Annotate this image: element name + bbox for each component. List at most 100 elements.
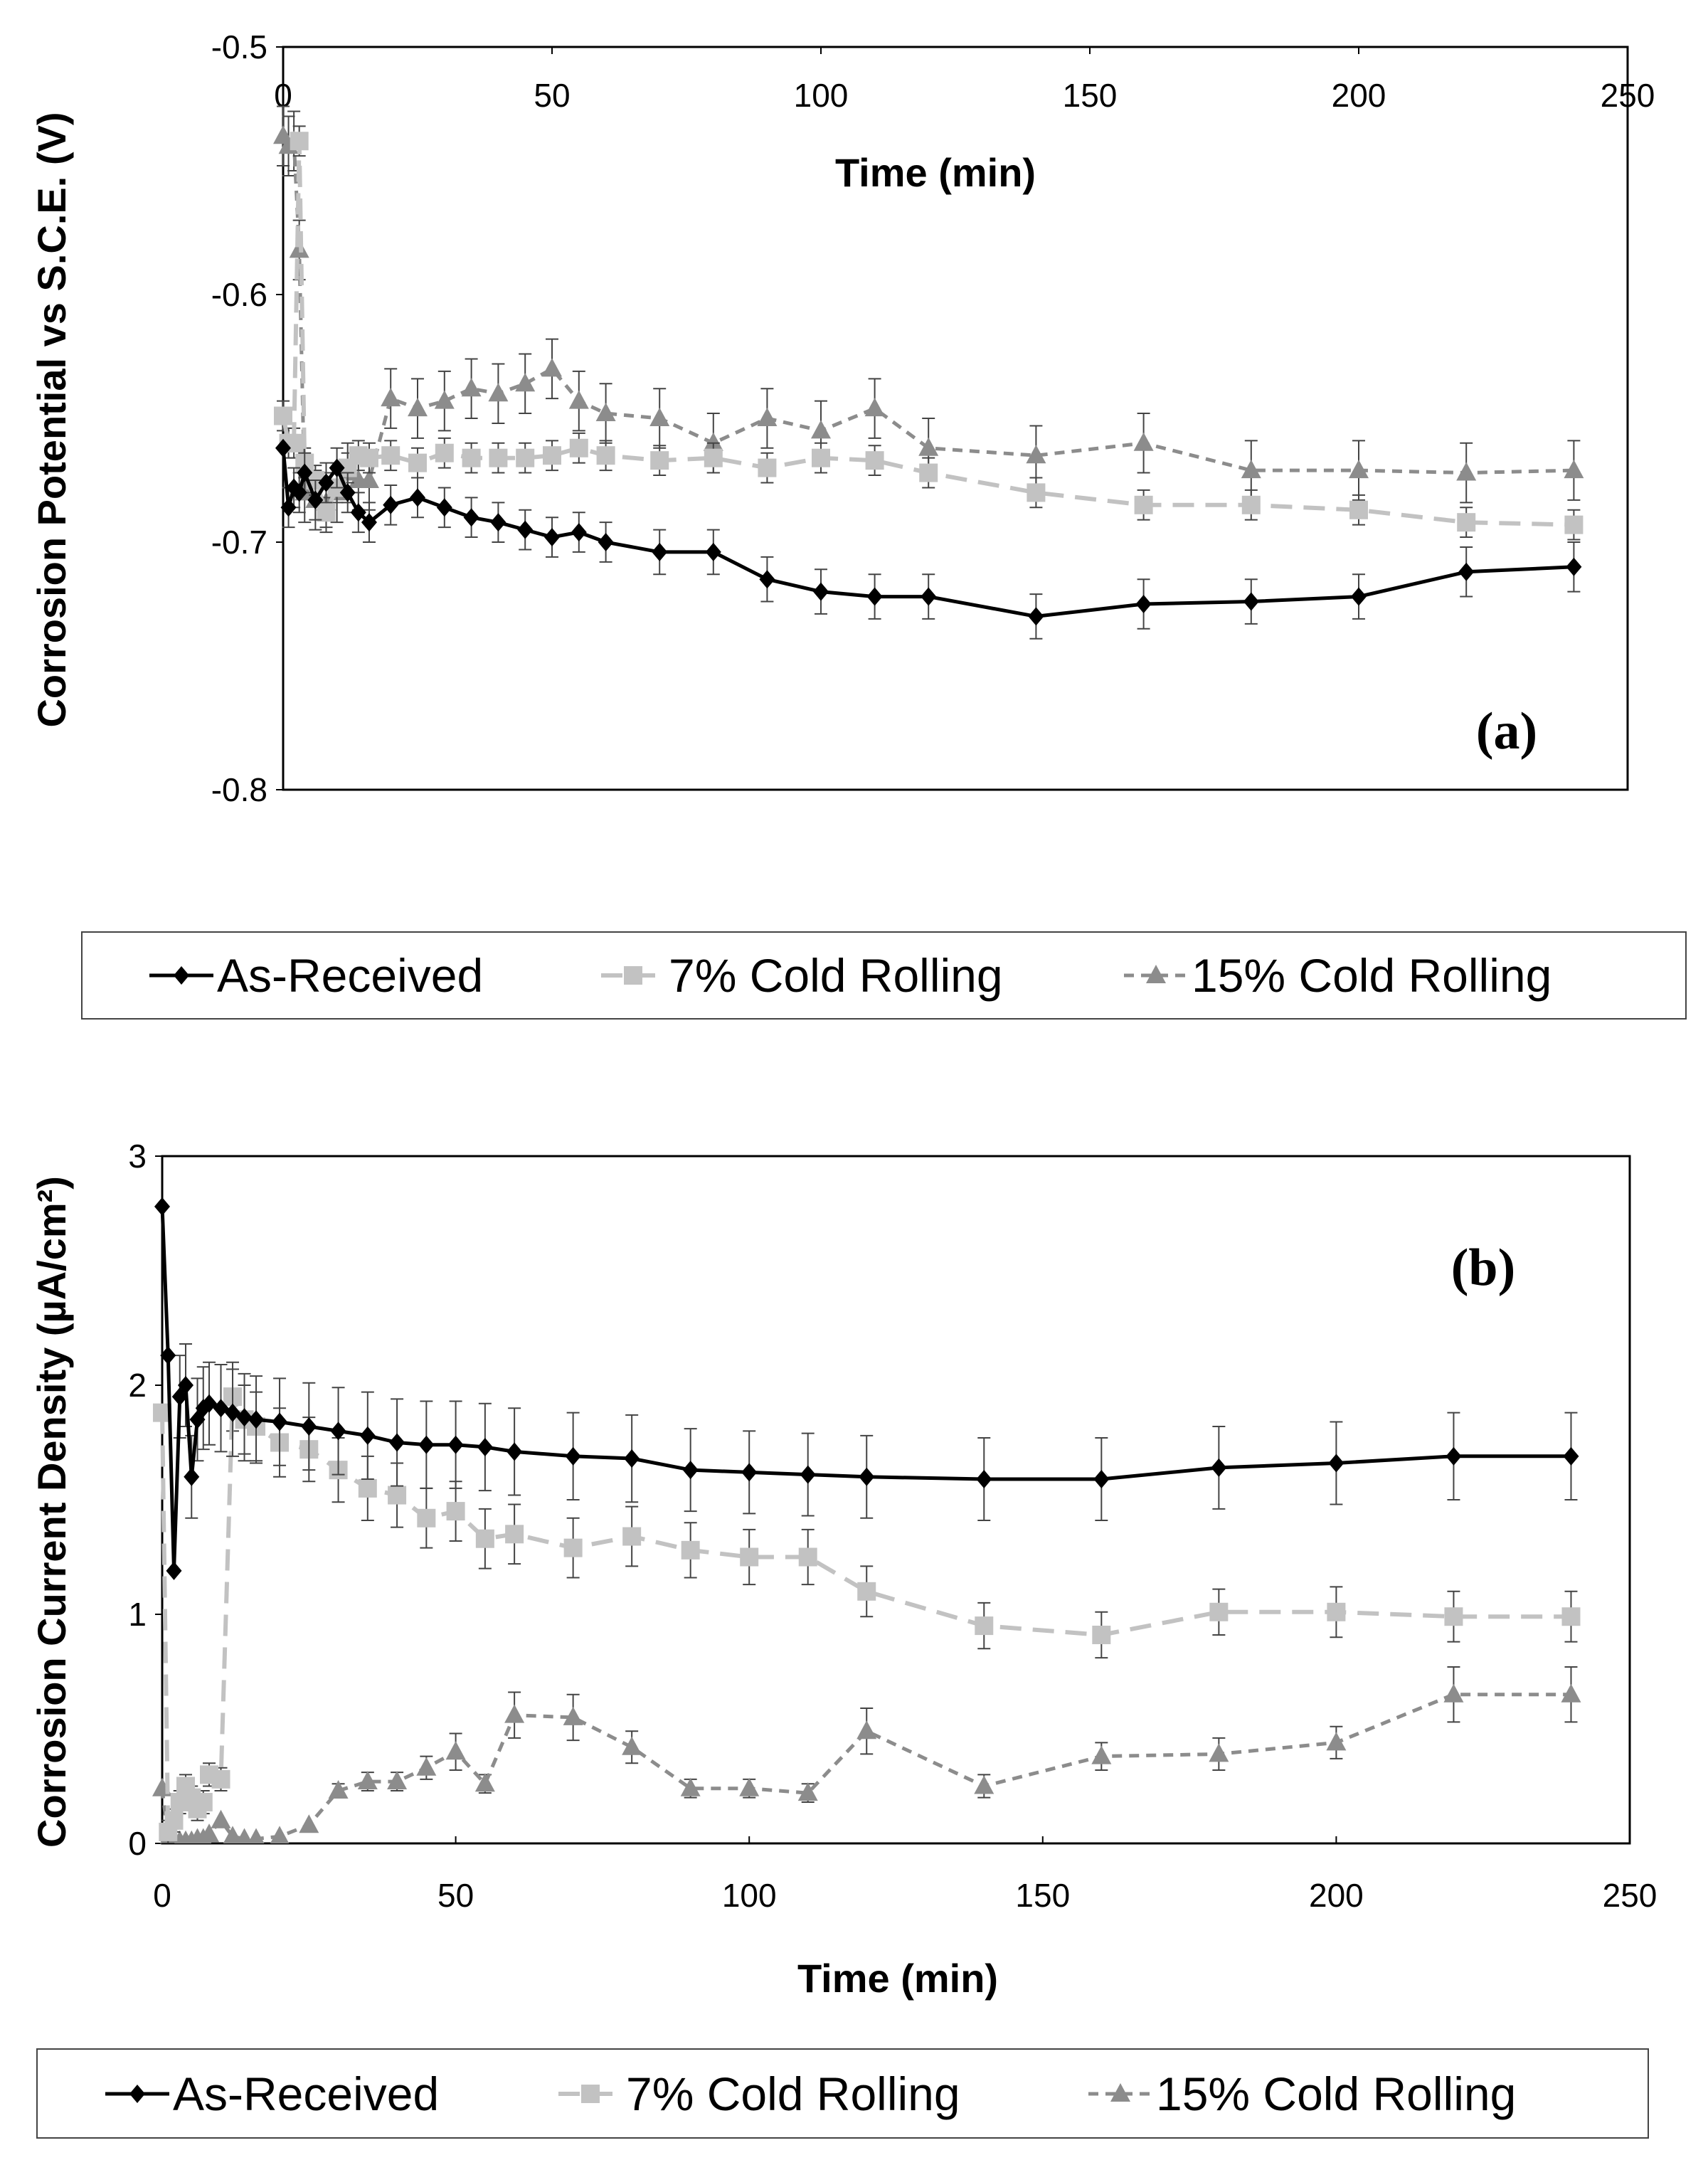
- data-point: [357, 1771, 378, 1790]
- data-point: [974, 1775, 994, 1794]
- legend-label: 7% Cold Rolling: [626, 2068, 960, 2120]
- data-point: [436, 498, 452, 517]
- data-point: [918, 437, 939, 456]
- data-point: [236, 1408, 253, 1427]
- data-point: [164, 1811, 184, 1830]
- x-tick-label: 50: [534, 77, 570, 114]
- data-point: [652, 542, 668, 561]
- data-point: [859, 1467, 875, 1486]
- data-point: [1327, 1602, 1346, 1621]
- data-point: [199, 1823, 220, 1843]
- x-tick-label: 150: [1063, 77, 1118, 114]
- legend-item-as-received: As-Received: [149, 949, 483, 1002]
- data-point: [381, 388, 401, 407]
- legend-item-15-cold-rolling: 15% Cold Rolling: [1124, 949, 1551, 1002]
- data-point: [1564, 460, 1584, 479]
- legend-label: As-Received: [173, 2068, 439, 2120]
- data-point: [417, 1508, 436, 1528]
- data-point: [624, 1449, 640, 1468]
- legend-swatch-marker: [624, 966, 642, 985]
- y-tick-label: 1: [128, 1596, 147, 1633]
- data-point: [1027, 483, 1046, 502]
- data-point: [477, 1437, 493, 1456]
- data-point: [1091, 1745, 1112, 1764]
- data-point: [758, 458, 777, 477]
- data-point: [201, 1394, 218, 1413]
- y-axis-title-a: Corrosion Potential vs S.C.E. (V): [29, 112, 74, 727]
- data-point: [864, 398, 885, 417]
- data-point: [703, 432, 723, 451]
- data-point: [741, 1463, 758, 1482]
- data-point: [328, 1779, 349, 1799]
- data-point: [223, 1826, 243, 1843]
- data-point: [563, 1706, 583, 1725]
- data-point: [759, 570, 775, 589]
- y-tick-label: 2: [128, 1367, 147, 1404]
- data-point: [463, 508, 479, 527]
- data-point: [410, 488, 425, 507]
- y-tick-label: 0: [128, 1825, 147, 1862]
- data-point: [1326, 1732, 1347, 1751]
- data-point: [389, 1433, 405, 1452]
- data-point: [517, 520, 534, 539]
- y-tick-label: -0.6: [211, 276, 267, 313]
- data-point: [446, 1502, 465, 1521]
- data-point: [571, 523, 587, 542]
- x-tick-label: 0: [153, 1877, 171, 1914]
- data-point: [866, 587, 883, 606]
- data-point: [650, 451, 669, 470]
- data-point: [544, 528, 560, 547]
- x-tick-label: 200: [1332, 77, 1386, 114]
- data-point: [408, 398, 428, 417]
- series-line: [160, 1206, 1571, 1573]
- data-point: [280, 498, 297, 517]
- legend-swatch-marker: [174, 966, 189, 985]
- data-point: [317, 503, 336, 522]
- data-point: [290, 132, 309, 151]
- data-point: [857, 1582, 876, 1601]
- data-point: [275, 438, 291, 457]
- data-point: [184, 1467, 200, 1486]
- panel-label-b: (b): [1451, 1239, 1515, 1297]
- data-point: [1351, 587, 1367, 606]
- data-point: [330, 1422, 346, 1441]
- data-point: [798, 1547, 817, 1567]
- data-point: [1446, 1446, 1462, 1466]
- legend-label: 7% Cold Rolling: [669, 949, 1003, 1002]
- data-point: [1135, 595, 1152, 613]
- x-axis-title-b: Time (min): [797, 1956, 998, 2001]
- data-point: [462, 448, 481, 467]
- data-point: [383, 495, 399, 514]
- y-tick-label: -0.8: [211, 771, 267, 808]
- x-tick-label: 150: [1015, 1877, 1070, 1914]
- legend-item-7-cold-rolling: 7% Cold Rolling: [601, 949, 1003, 1002]
- legend-item-15-cold-rolling: 15% Cold Rolling: [1088, 2068, 1516, 2120]
- data-point: [301, 1417, 317, 1436]
- data-point: [1209, 1743, 1229, 1762]
- data-point: [1563, 1446, 1579, 1466]
- series-as-received: [154, 1197, 1579, 1580]
- data-point: [1026, 445, 1046, 464]
- data-point: [1349, 460, 1369, 479]
- data-point: [475, 1529, 494, 1548]
- data-point: [505, 1525, 524, 1544]
- data-point: [865, 451, 884, 470]
- data-point: [919, 463, 938, 482]
- data-point: [705, 542, 721, 561]
- data-point: [622, 1527, 642, 1546]
- data-point: [329, 458, 345, 477]
- data-point: [515, 373, 536, 392]
- legend-swatch-marker: [1110, 2083, 1130, 2102]
- data-point: [921, 587, 937, 606]
- data-point: [160, 1346, 176, 1365]
- data-point: [797, 1782, 818, 1801]
- plot-marks-a: [273, 105, 1584, 640]
- data-point: [213, 1399, 229, 1418]
- plot-marks-b: [152, 1197, 1581, 1843]
- data-point: [416, 1757, 437, 1776]
- data-point: [1564, 515, 1584, 534]
- data-point: [339, 483, 356, 502]
- data-point: [297, 463, 313, 482]
- data-point: [1241, 495, 1261, 514]
- data-point: [563, 1538, 583, 1557]
